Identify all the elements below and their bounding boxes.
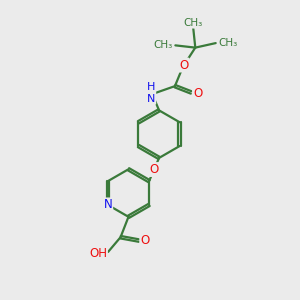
Text: O: O xyxy=(193,87,202,100)
Text: H
N: H N xyxy=(147,82,155,104)
Text: O: O xyxy=(140,234,149,247)
Text: CH₃: CH₃ xyxy=(218,38,237,48)
Text: N: N xyxy=(103,198,112,212)
Text: CH₃: CH₃ xyxy=(183,18,203,28)
Text: CH₃: CH₃ xyxy=(153,40,172,50)
Text: O: O xyxy=(149,163,159,176)
Text: O: O xyxy=(179,58,189,72)
Text: OH: OH xyxy=(89,247,107,260)
